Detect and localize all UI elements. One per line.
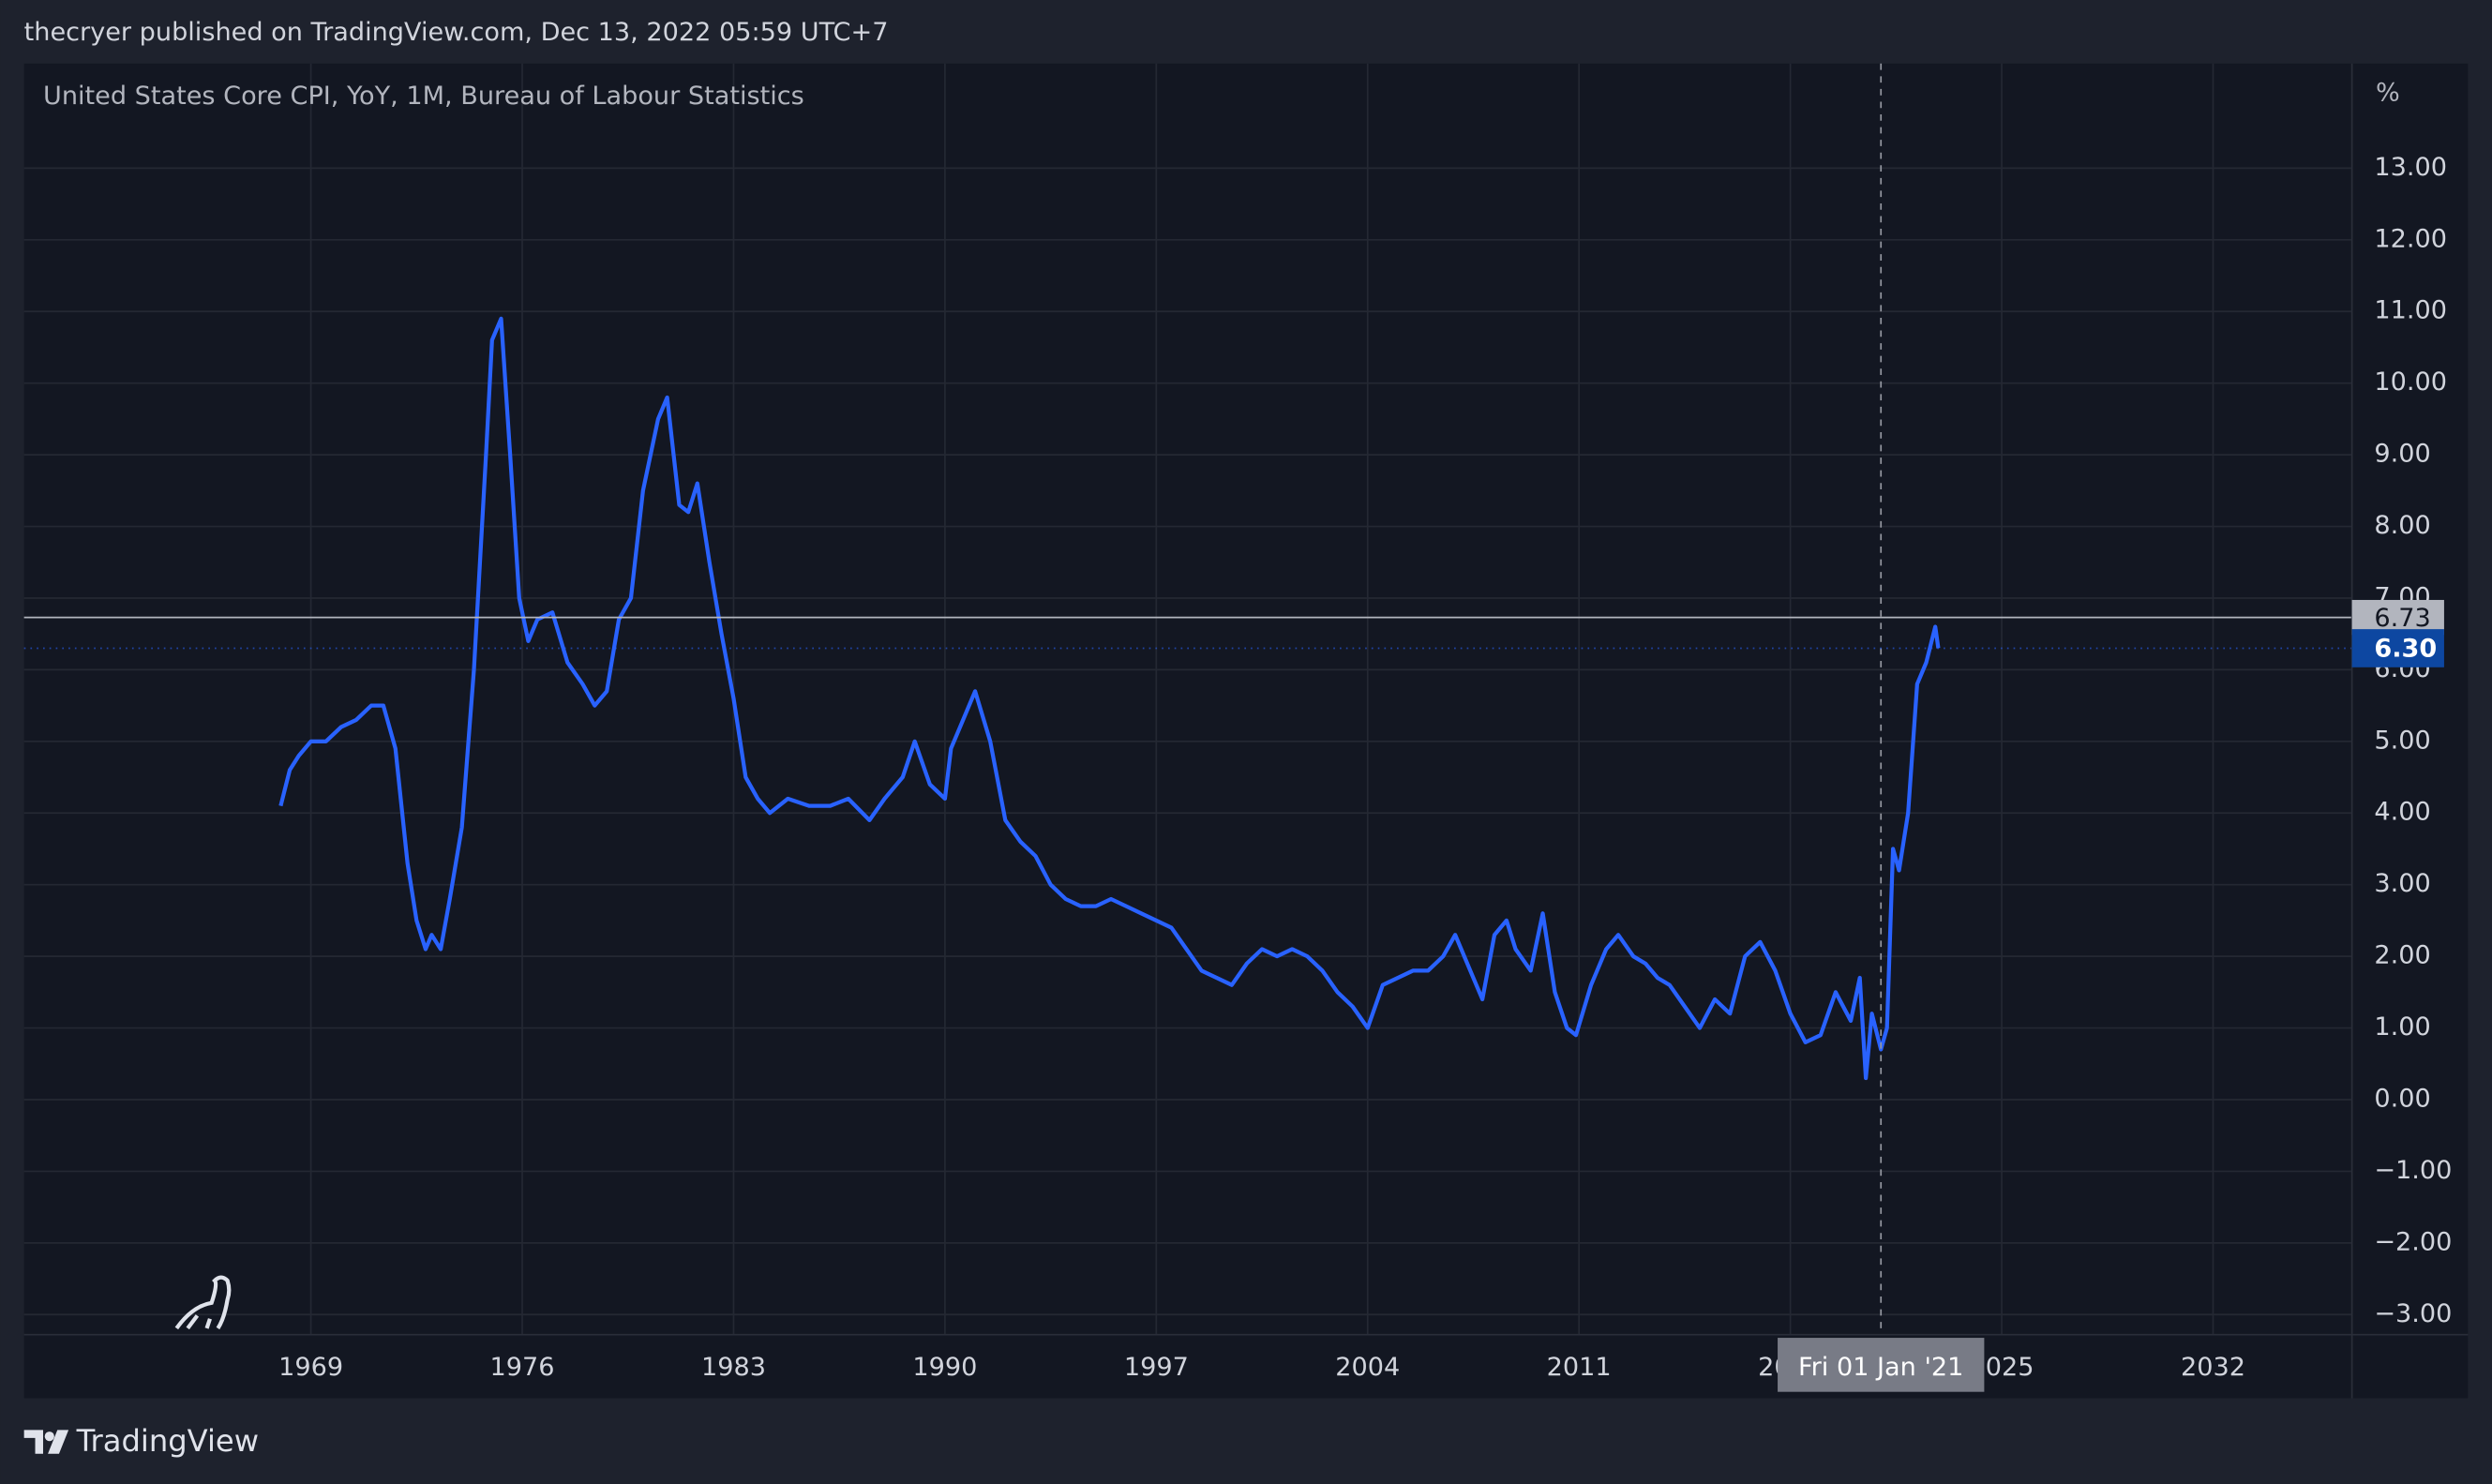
chart-area xyxy=(23,63,2469,1399)
y-tick-label: 1.00 xyxy=(2374,1012,2430,1042)
y-tick-label: 2.00 xyxy=(2374,941,2430,970)
y-tick-label: 3.00 xyxy=(2374,869,2430,898)
y-tick-label: 5.00 xyxy=(2374,726,2430,755)
footer: TradingView xyxy=(76,1423,259,1459)
y-tick-label: −1.00 xyxy=(2374,1156,2452,1185)
price-label-box xyxy=(2351,599,2444,636)
x-tick-label: 1990 xyxy=(912,1353,977,1382)
x-tick-label: 1969 xyxy=(278,1353,343,1382)
x-tick-label: 1983 xyxy=(701,1353,766,1382)
last-value-box xyxy=(2351,629,2444,667)
tradingview-logo xyxy=(23,1430,69,1454)
y-tick-label: 8.00 xyxy=(2374,511,2430,540)
y-tick-label: 11.00 xyxy=(2374,296,2447,325)
y-tick-label: 10.00 xyxy=(2374,367,2447,397)
y-tick-label: 9.00 xyxy=(2374,440,2430,469)
crosshair-label-box xyxy=(1778,1338,1985,1392)
grid xyxy=(23,63,2352,1335)
x-tick-label: 1997 xyxy=(1124,1353,1189,1382)
x-tick-label: 1976 xyxy=(490,1353,555,1382)
cpi-line xyxy=(278,316,1941,1081)
axes: −3.00 −2.00 −1.00 0.00 1.00 2.00 3.00 4.00 5.00 6… xyxy=(278,153,2452,1392)
x-tick-label: 2011 xyxy=(1547,1353,1612,1382)
x-tick-label: 2004 xyxy=(1335,1353,1400,1382)
y-tick-label: 4.00 xyxy=(2374,798,2430,827)
y-tick-label: 13.00 xyxy=(2374,153,2447,182)
plot xyxy=(23,63,2352,1335)
price-label: 6.73 xyxy=(2374,604,2430,633)
y-tick-label: 0.00 xyxy=(2374,1084,2430,1113)
crosshair-label: Fri 01 Jan '21 xyxy=(1798,1353,1963,1382)
y-tick-label: −2.00 xyxy=(2374,1227,2452,1256)
y-tick-label: −3.00 xyxy=(2374,1299,2452,1328)
header: thecryer published on TradingView.com, D… xyxy=(24,18,889,47)
x-tick-label: 2032 xyxy=(2181,1353,2245,1382)
y-unit: % xyxy=(2376,78,2400,107)
y-tick-label: 12.00 xyxy=(2374,224,2447,253)
last-value-label: 6.30 xyxy=(2374,635,2437,664)
dino-logo xyxy=(174,1275,232,1330)
chart-title: United States Core CPI, YoY, 1M, Bureau … xyxy=(43,82,804,111)
